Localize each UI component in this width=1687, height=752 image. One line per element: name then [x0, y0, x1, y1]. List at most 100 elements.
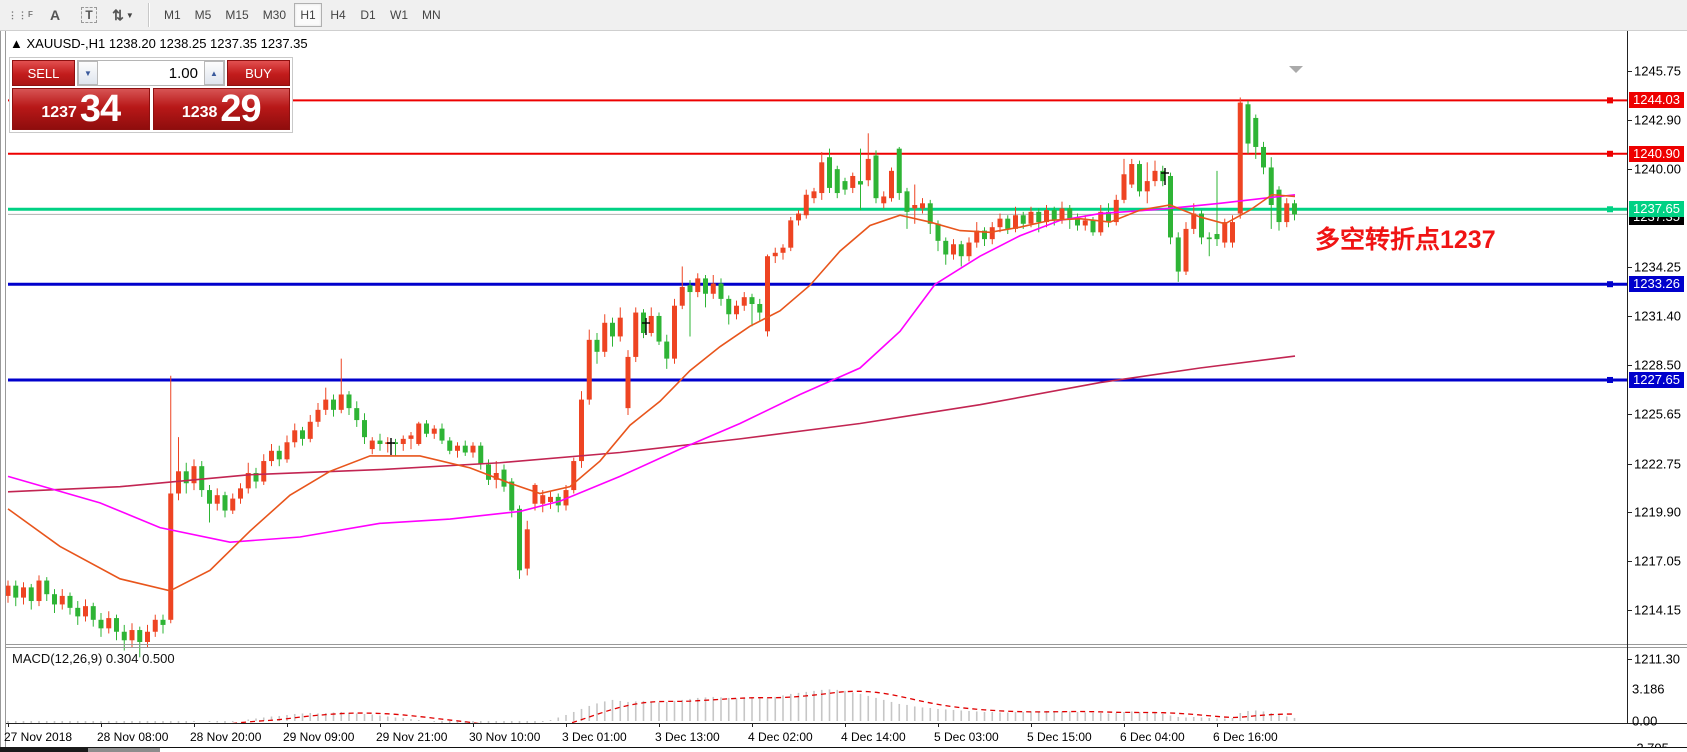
price-tick-label: 1219.90 [1634, 504, 1681, 520]
price-line-label: 1227.65 [1629, 372, 1684, 388]
timeframe-button-m15[interactable]: M15 [219, 3, 254, 27]
price-tick-label: 1222.75 [1634, 456, 1681, 472]
price-tick-label: 1225.65 [1634, 406, 1681, 422]
price-tick [1627, 512, 1632, 513]
price-tick-label: 1240.00 [1634, 161, 1681, 177]
time-tick [380, 723, 381, 727]
chart-surface[interactable] [0, 31, 1687, 724]
price-tick-label: 1234.25 [1634, 259, 1681, 275]
macd-scale-label: 3.186 [1632, 681, 1665, 697]
toolbar: ⋮⋮ F A T ⇅ ▼ M1 M5 M15 M30 H1 H4 D1 W1 MN [0, 0, 1687, 31]
timeframe-button-m5[interactable]: M5 [189, 3, 218, 27]
volume-input[interactable] [98, 61, 204, 85]
price-tick [1627, 71, 1632, 72]
price-tick-label: 1245.75 [1634, 63, 1681, 79]
volume-decrease-button[interactable]: ▼ [78, 61, 98, 85]
time-tick [1217, 723, 1218, 727]
symbol-ohlc-label: ▲ XAUUSD-,H1 1238.20 1238.25 1237.35 123… [10, 36, 308, 51]
timeframe-button-w1[interactable]: W1 [384, 3, 414, 27]
price-line-label: 1237.65 [1629, 201, 1684, 217]
time-tick-label: 5 Dec 15:00 [1027, 730, 1092, 744]
time-tick [566, 723, 567, 727]
time-tick [752, 723, 753, 727]
price-tick-label: 1228.50 [1634, 357, 1681, 373]
buy-price-button[interactable]: 1238 29 [152, 88, 290, 130]
scrollbar-thumb[interactable] [0, 747, 160, 752]
buy-button[interactable]: BUY [227, 60, 290, 86]
price-line-label: 1240.90 [1629, 146, 1684, 162]
time-tick [8, 723, 9, 727]
time-tick-label: 27 Nov 2018 [4, 730, 73, 744]
time-tick [194, 723, 195, 727]
sell-price-big: 34 [79, 88, 121, 130]
one-click-trading-panel: SELL ▼ ▲ BUY 1237 34 1238 29 [9, 57, 293, 133]
sell-button[interactable]: SELL [12, 60, 75, 86]
toolbar-separator [148, 3, 149, 27]
time-tick [938, 723, 939, 727]
price-tick [1627, 169, 1632, 170]
chart-annotation-text: 多空转折点1237 [1315, 226, 1496, 254]
volume-increase-button[interactable]: ▲ [204, 61, 224, 85]
scrollbar-track [0, 747, 1687, 748]
time-tick-label: 5 Dec 03:00 [934, 730, 999, 744]
text-box-icon[interactable]: T [76, 4, 102, 26]
price-line-label: 1233.26 [1629, 276, 1684, 292]
time-tick-label: 28 Nov 20:00 [190, 730, 262, 744]
chart-window[interactable]: ▲ XAUUSD-,H1 1238.20 1238.25 1237.35 123… [0, 31, 1687, 752]
time-tick-label: 6 Dec 16:00 [1213, 730, 1278, 744]
arrows-objects-icon[interactable]: ⇅ ▼ [112, 6, 134, 23]
price-axis-line [1627, 31, 1628, 723]
timeframe-button-d1[interactable]: D1 [354, 3, 382, 27]
pane-separator-inner [6, 647, 1687, 648]
timeframe-button-m30[interactable]: M30 [257, 3, 292, 27]
timeframe-button-h1[interactable]: H1 [294, 3, 323, 27]
time-tick-label: 30 Nov 10:00 [469, 730, 541, 744]
chart-template-icon[interactable]: ⋮⋮ F [8, 10, 34, 20]
window-left-border-inner [5, 31, 6, 752]
price-tick-label: 1214.15 [1634, 602, 1681, 618]
time-tick-label: 29 Nov 21:00 [376, 730, 448, 744]
price-tick [1627, 610, 1632, 611]
time-tick [1124, 723, 1125, 727]
time-axis-line [6, 723, 1687, 724]
sell-price-small: 1237 [41, 104, 77, 121]
price-tick [1627, 414, 1632, 415]
price-tick [1627, 120, 1632, 121]
scrollbar-thumb-highlight [88, 748, 160, 752]
time-tick [287, 723, 288, 727]
horizontal-scrollbar[interactable] [0, 747, 1687, 752]
price-tick-label: 1211.30 [1634, 651, 1681, 667]
window-left-border [0, 31, 1, 752]
price-tick-label: 1217.05 [1634, 553, 1681, 569]
time-tick-label: 3 Dec 01:00 [562, 730, 627, 744]
time-tick-label: 29 Nov 09:00 [283, 730, 355, 744]
timeframe-button-h4[interactable]: H4 [324, 3, 352, 27]
time-tick-label: 6 Dec 04:00 [1120, 730, 1185, 744]
time-tick [845, 723, 846, 727]
price-tick [1627, 464, 1632, 465]
time-tick-label: 28 Nov 08:00 [97, 730, 169, 744]
macd-indicator-label: MACD(12,26,9) 0.304 0.500 [12, 651, 175, 666]
price-tick-label: 1231.40 [1634, 308, 1681, 324]
time-tick [1031, 723, 1032, 727]
chevron-down-icon: ▼ [125, 10, 134, 20]
pane-separator[interactable] [6, 644, 1687, 645]
price-tick [1627, 561, 1632, 562]
timeframe-group: M1 M5 M15 M30 H1 H4 D1 W1 MN [157, 3, 448, 27]
time-tick-label: 4 Dec 02:00 [748, 730, 813, 744]
chart-shift-marker [1289, 66, 1303, 73]
buy-price-small: 1238 [181, 104, 218, 121]
price-tick [1627, 659, 1632, 660]
timeframe-button-mn[interactable]: MN [416, 3, 447, 27]
macd-scale-label: 0.00 [1632, 713, 1658, 729]
price-tick [1627, 267, 1632, 268]
time-tick-label: 4 Dec 14:00 [841, 730, 906, 744]
price-tick-label: 1242.90 [1634, 112, 1681, 128]
time-tick [659, 723, 660, 727]
text-label-icon[interactable]: A [49, 7, 61, 23]
sell-price-button[interactable]: 1237 34 [12, 88, 150, 130]
timeframe-button-m1[interactable]: M1 [158, 3, 187, 27]
price-tick [1627, 316, 1632, 317]
volume-stepper: ▼ ▲ [77, 60, 225, 86]
macd-scale-label: -2.705 [1632, 741, 1669, 752]
